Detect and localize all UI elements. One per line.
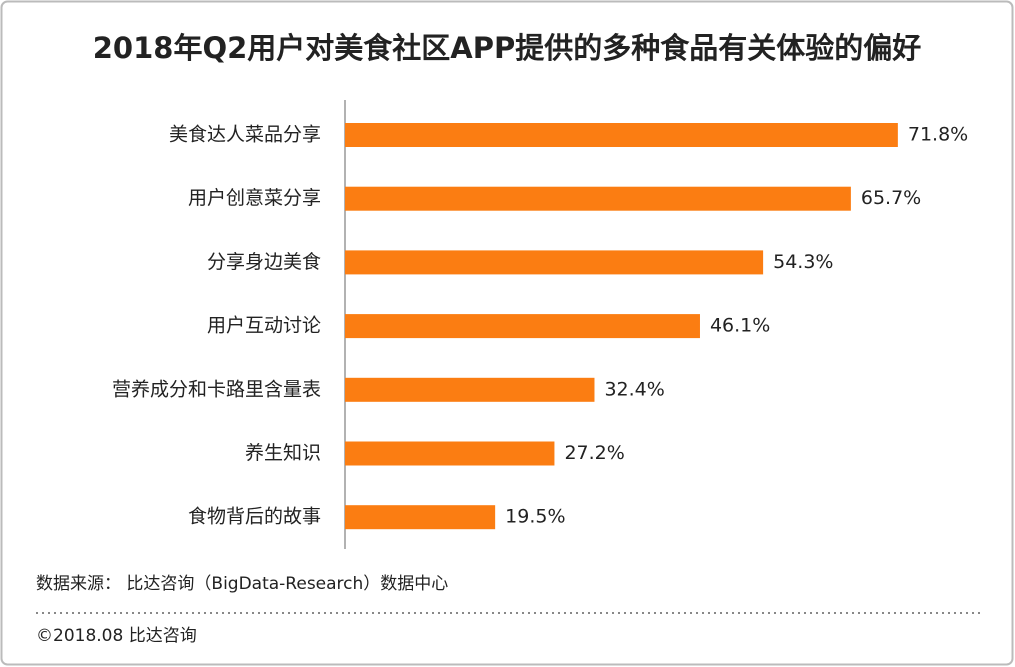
value-label: 65.7% [861,187,921,209]
bar [345,441,555,466]
category-label: 美食达人菜品分享 [169,124,321,146]
value-label: 54.3% [773,251,833,273]
category-label: 分享身边美食 [207,251,321,273]
bar [345,186,851,211]
bar [345,505,496,530]
category-label: 用户创意菜分享 [188,187,321,209]
copyright: ©2018.08 比达咨询 [36,626,197,646]
value-label: 32.4% [604,378,664,400]
category-label: 食物背后的故事 [188,506,321,528]
bar [345,377,595,402]
value-label: 46.1% [710,315,770,337]
category-label: 营养成分和卡路里含量表 [112,378,321,400]
bar [345,123,898,147]
bar [345,250,764,275]
value-label: 19.5% [505,506,565,528]
value-label: 27.2% [564,442,624,464]
source: 数据来源： 比达咨询（BigData-Research）数据中心 [36,574,448,594]
bar [345,314,700,339]
category-label: 用户互动讨论 [207,315,321,337]
value-label: 71.8% [908,124,968,146]
category-label: 养生知识 [245,442,321,464]
chart-title: 2018年Q2用户对美食社区APP提供的多种食品有关体验的偏好 [93,31,922,65]
